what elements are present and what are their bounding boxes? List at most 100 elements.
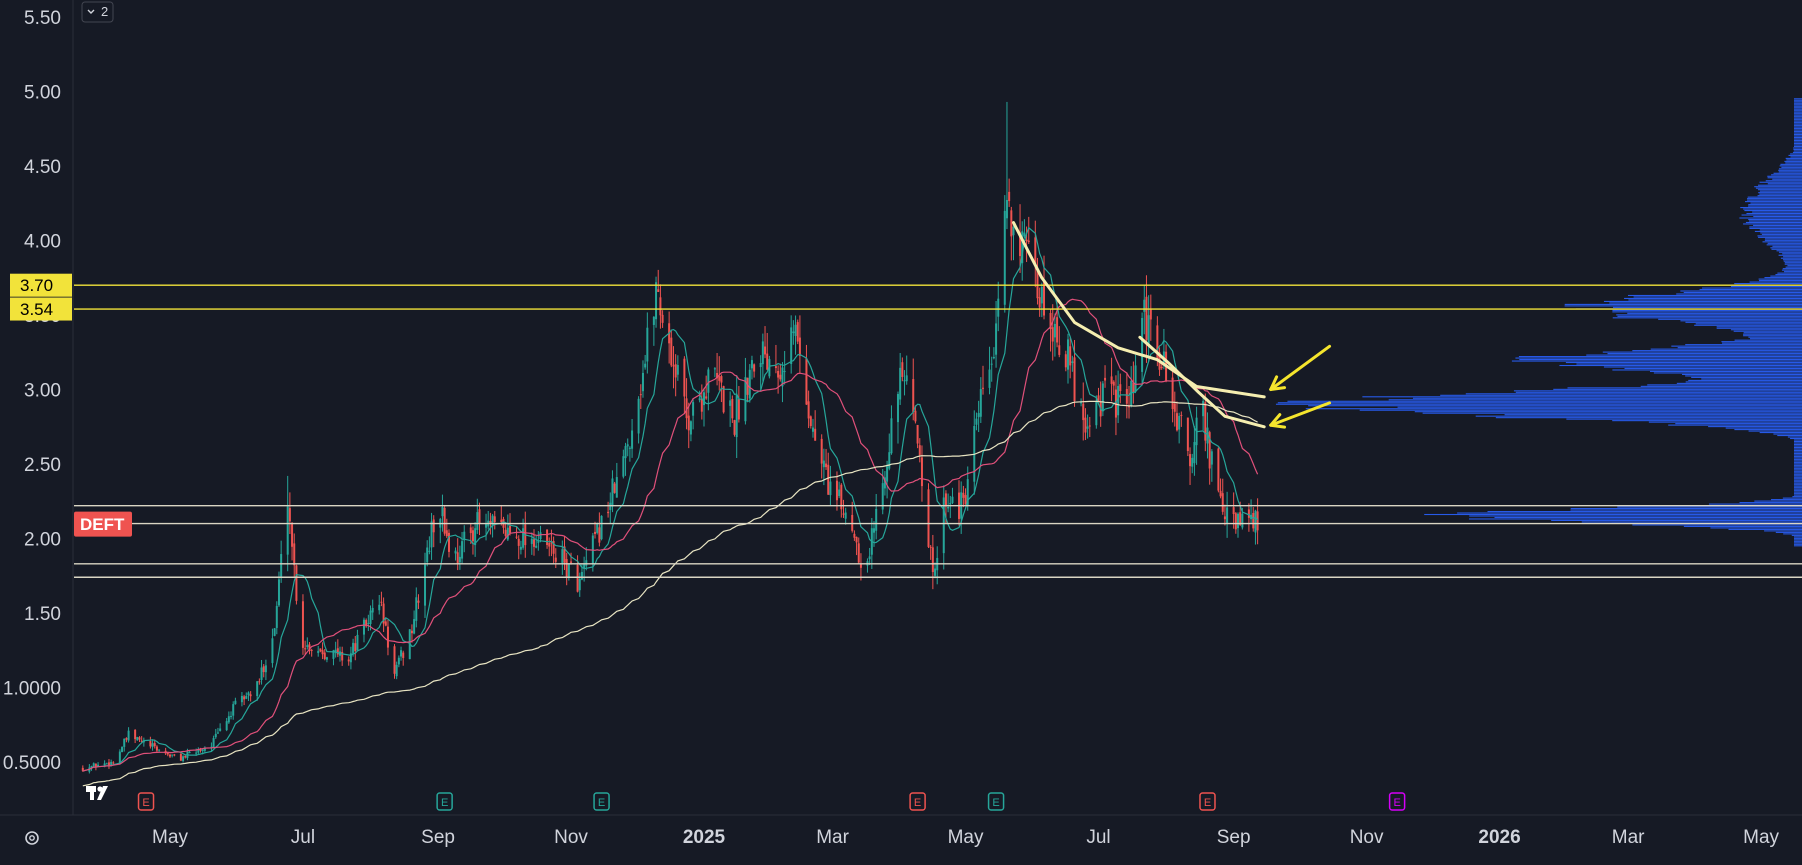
volume-profile-bar <box>1475 415 1802 417</box>
settings-icon[interactable] <box>25 831 39 845</box>
annotation-arrows[interactable] <box>1269 344 1332 429</box>
time-axis-panel[interactable] <box>0 815 1802 865</box>
candle-body <box>476 512 479 530</box>
volume-profile-bar <box>1745 221 1802 224</box>
earnings-marker-box <box>1388 792 1406 811</box>
candle-body <box>1080 402 1083 404</box>
indicator-collapse-button[interactable]: 2 <box>81 1 114 23</box>
volume-profile-bar <box>1757 189 1802 191</box>
chevron-down-icon <box>87 9 95 14</box>
volume-profile-bar <box>1770 499 1802 501</box>
candle-body <box>1223 516 1226 520</box>
downtrend-line[interactable] <box>1138 335 1266 429</box>
volume-profile-bar <box>1794 111 1802 113</box>
candle-body <box>489 520 492 524</box>
candle-body <box>264 665 267 673</box>
candle-body <box>1204 402 1207 441</box>
horizontal-lines[interactable] <box>74 284 1802 578</box>
volume-profile-bar <box>1468 518 1802 520</box>
candle-body <box>182 756 185 762</box>
annotation-arrow[interactable] <box>1269 401 1332 429</box>
volume-profile-bar <box>1762 241 1802 243</box>
volume-profile-bar <box>1743 333 1802 335</box>
earnings-marker-letter: E <box>1393 797 1400 809</box>
annotation-arrow[interactable] <box>1269 344 1332 391</box>
volume-profile-bar <box>1740 207 1802 209</box>
y-tick-label: 0.5000 <box>3 753 61 774</box>
candle-body <box>323 652 326 660</box>
candle-body <box>888 452 891 469</box>
candle-body <box>1147 315 1150 346</box>
candle-body <box>990 363 993 365</box>
volume-profile-bar <box>1794 129 1802 131</box>
candle-body <box>539 532 542 540</box>
moving-average-line <box>82 226 1259 772</box>
earnings-marker-upcoming[interactable]: E <box>1388 792 1406 811</box>
volume-profile-bar <box>1773 172 1802 174</box>
volume-profile-bar <box>1794 467 1802 469</box>
candle-body <box>1208 432 1211 469</box>
candle-body <box>1128 405 1131 408</box>
earnings-marker-positive[interactable]: E <box>593 792 610 811</box>
volume-profile-bar <box>1792 151 1802 153</box>
earnings-marker-negative[interactable]: E <box>1199 792 1216 811</box>
volume-profile-bar <box>1781 166 1802 168</box>
candle-body <box>1210 451 1213 465</box>
earnings-marker-positive[interactable]: E <box>436 792 453 811</box>
volume-profile-bar <box>1617 506 1802 508</box>
candle-body <box>783 371 786 373</box>
candle-body <box>600 515 603 540</box>
volume-profile-bar <box>1794 458 1802 460</box>
volume-profile-bar <box>1785 162 1802 164</box>
volume-profile-bar <box>1559 364 1802 367</box>
volume-profile-bar <box>1794 491 1802 493</box>
candle-body <box>395 664 398 677</box>
volume-profile-bar <box>1794 537 1802 539</box>
volume-profile-bar <box>1612 309 1802 311</box>
candle-body <box>1117 385 1120 416</box>
candle-body <box>256 681 259 697</box>
candle-body <box>905 375 908 382</box>
time-axis: May Jul Sep Nov 2025 Mar May Jul Sep Nov 2026 Mar Ma… <box>152 827 1779 848</box>
tradingview-logo-icon[interactable] <box>86 786 108 800</box>
price-tags: 3.70 3.54 DEFT <box>10 273 132 537</box>
earnings-marker-positive[interactable]: E <box>987 792 1005 811</box>
volume-profile-bar <box>1794 448 1802 450</box>
candle-body <box>153 743 156 747</box>
earnings-marker-negative[interactable]: E <box>909 792 926 811</box>
candle-body <box>456 552 459 564</box>
volume-profile-bar <box>1685 321 1802 323</box>
volume-profile-bar <box>1748 430 1802 432</box>
candle-body <box>1219 490 1222 497</box>
candle-body <box>744 377 747 422</box>
candle-body <box>1221 493 1224 512</box>
volume-profile-bar <box>1794 442 1802 444</box>
candle-body <box>461 541 464 559</box>
volume-profile-bar <box>1794 445 1802 447</box>
candle-body <box>798 337 801 356</box>
downtrend-line[interactable] <box>1012 221 1266 399</box>
volume-profile-bar <box>1758 192 1802 194</box>
candle-body <box>247 692 250 696</box>
volume-profile-bar <box>1612 317 1802 319</box>
downtrend-lines[interactable] <box>1012 221 1266 429</box>
candle-body <box>92 763 95 767</box>
candle-body <box>386 626 389 648</box>
candle-body <box>563 546 566 563</box>
earnings-marker-negative[interactable]: E <box>137 792 155 811</box>
volume-profile-bar <box>1793 150 1802 152</box>
earnings-marker-box <box>987 792 1005 811</box>
candle-body <box>868 556 871 560</box>
volume-profile-bar <box>1424 513 1802 516</box>
volume-profile-bar <box>1794 476 1802 478</box>
volume-profile-bar <box>1794 117 1802 119</box>
volume-profile-bar <box>1794 104 1802 106</box>
candle-body <box>594 531 597 534</box>
candle-body <box>1256 511 1259 531</box>
candle-body <box>310 649 313 651</box>
price-axis-panel[interactable] <box>0 0 73 815</box>
candle-body <box>942 497 945 554</box>
candle-body <box>1130 380 1133 406</box>
